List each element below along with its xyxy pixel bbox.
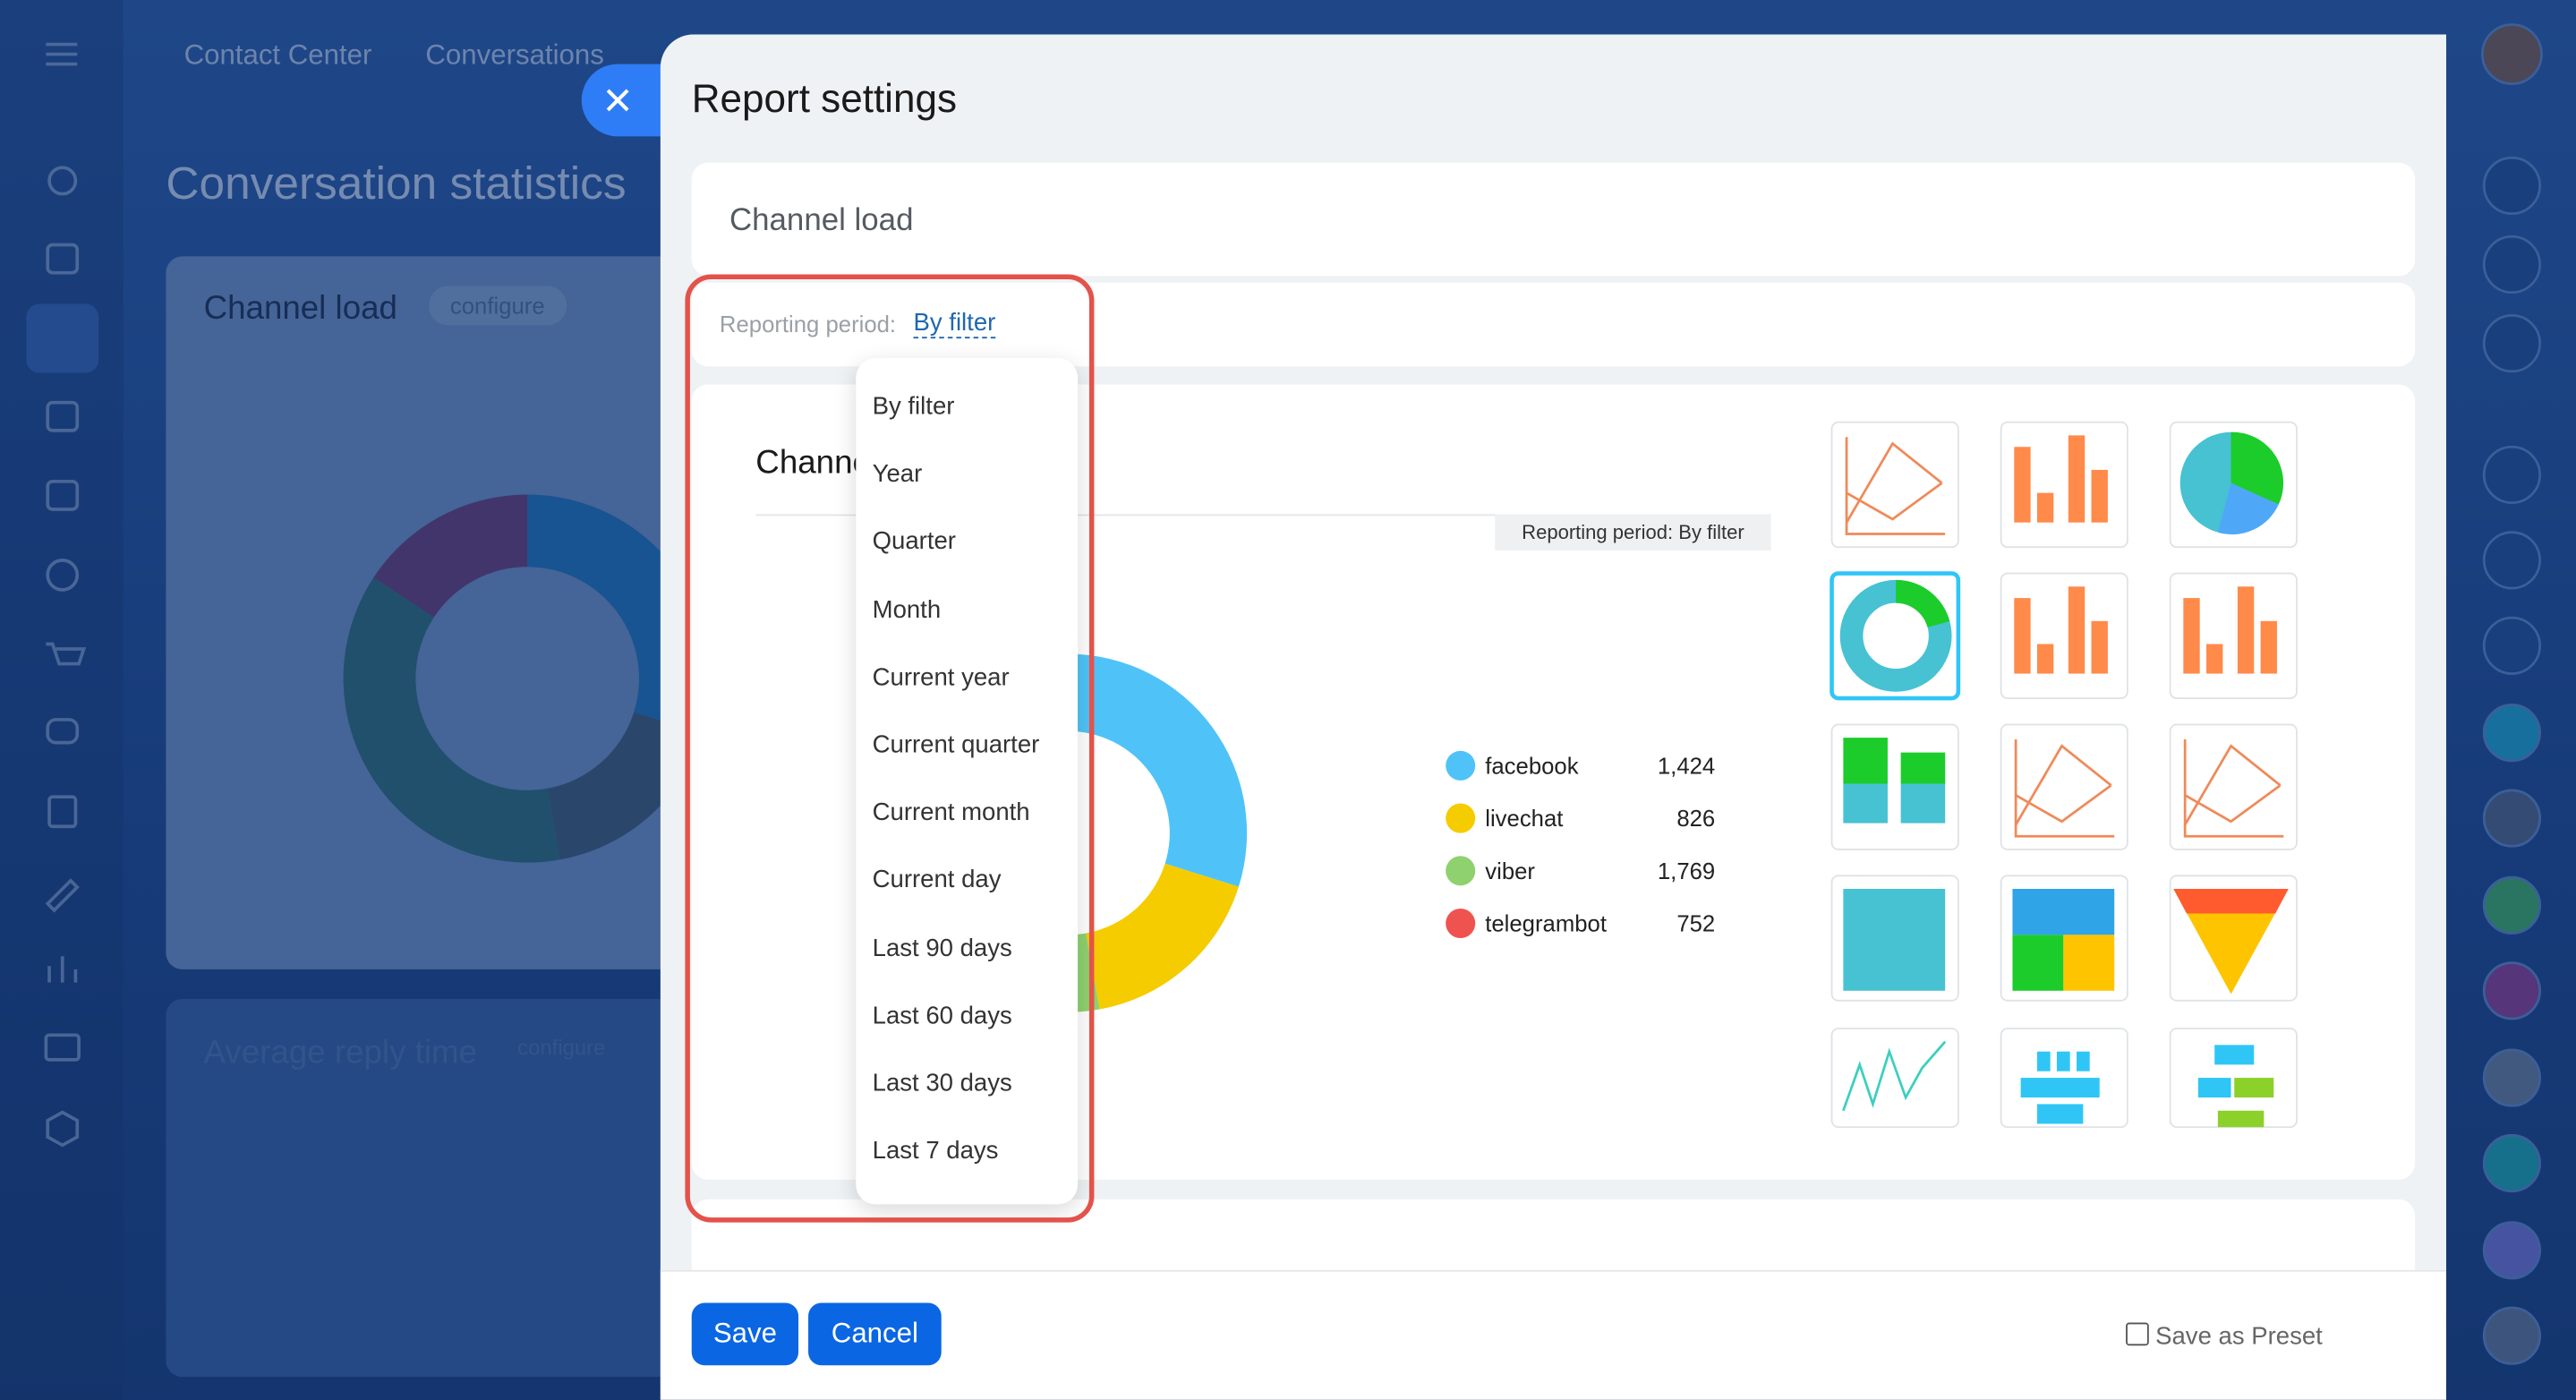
widget-button[interactable]: configure bbox=[429, 286, 567, 326]
left-sidebar bbox=[0, 0, 124, 1400]
legend-label: viber bbox=[1485, 858, 1535, 884]
period-option[interactable]: Current day bbox=[872, 866, 1002, 895]
preview-badge: Reporting period: By filter bbox=[1495, 514, 1771, 551]
donut-segment bbox=[373, 494, 528, 618]
preset-checkbox[interactable] bbox=[2126, 1322, 2149, 1346]
preset-label[interactable]: Save as Preset bbox=[2155, 1322, 2323, 1351]
period-dropdown: By filter Year Quarter Month Current year Cur… bbox=[856, 358, 1079, 1205]
report-name: Channel load bbox=[729, 203, 914, 239]
legend-value: 752 bbox=[1676, 909, 1716, 937]
period-label: Reporting period: bbox=[719, 310, 897, 337]
cancel-button[interactable]: Cancel bbox=[808, 1302, 942, 1366]
legend-label: telegrambot bbox=[1485, 909, 1607, 937]
modal-title: Report settings bbox=[691, 77, 958, 122]
close-icon bbox=[606, 89, 629, 112]
period-option[interactable]: Last 7 days bbox=[872, 1137, 999, 1165]
legend-label: facebook bbox=[1485, 752, 1579, 780]
period-option[interactable]: Quarter bbox=[872, 527, 956, 557]
period-option[interactable]: Last 90 days bbox=[872, 934, 1012, 962]
legend-swatch bbox=[1446, 750, 1476, 781]
widget-title: Channel load bbox=[203, 290, 397, 328]
donut-segment bbox=[1068, 653, 1248, 887]
period-option[interactable]: Current quarter bbox=[872, 730, 1040, 759]
donut-segment bbox=[1086, 863, 1239, 1010]
period-option[interactable]: Year bbox=[872, 460, 923, 489]
legend-swatch bbox=[1446, 909, 1476, 939]
report-name-field[interactable] bbox=[691, 162, 2416, 277]
nav-item[interactable]: Conversations bbox=[425, 39, 604, 71]
legend-swatch bbox=[1446, 803, 1476, 833]
legend-value: 826 bbox=[1676, 805, 1716, 832]
legend-value: 1,769 bbox=[1657, 858, 1716, 884]
widget-title: Average reply time bbox=[203, 1035, 478, 1071]
legend-swatch bbox=[1446, 856, 1476, 886]
widget-button[interactable]: configure bbox=[517, 1035, 606, 1060]
legend-value: 1,424 bbox=[1657, 752, 1716, 780]
widget bbox=[166, 998, 692, 1378]
period-option[interactable]: Last 30 days bbox=[872, 1069, 1012, 1098]
period-option[interactable]: By filter bbox=[872, 392, 955, 421]
period-option[interactable]: Month bbox=[872, 595, 942, 624]
save-button[interactable]: Save bbox=[691, 1302, 799, 1366]
nav-item[interactable]: Contact Center bbox=[183, 39, 372, 71]
legend-label: livechat bbox=[1485, 805, 1564, 832]
period-option[interactable]: Last 60 days bbox=[872, 1002, 1012, 1030]
donut-segment bbox=[343, 577, 560, 863]
period-option[interactable]: Current year bbox=[872, 663, 1010, 692]
page-title: Conversation statistics bbox=[166, 158, 627, 209]
period-value[interactable]: By filter bbox=[913, 309, 996, 339]
period-option[interactable]: Current month bbox=[872, 798, 1030, 827]
divider bbox=[755, 514, 1771, 516]
period-row bbox=[691, 282, 2416, 367]
highlight-frame bbox=[685, 274, 1095, 1223]
chart-type-icons bbox=[1830, 421, 2298, 1129]
